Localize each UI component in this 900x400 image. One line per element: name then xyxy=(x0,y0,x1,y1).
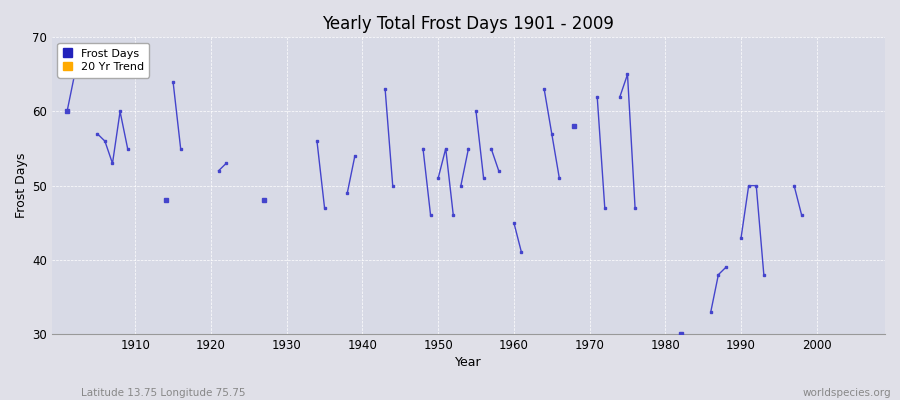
Legend: Frost Days, 20 Yr Trend: Frost Days, 20 Yr Trend xyxy=(58,43,149,78)
X-axis label: Year: Year xyxy=(455,356,482,369)
Title: Yearly Total Frost Days 1901 - 2009: Yearly Total Frost Days 1901 - 2009 xyxy=(322,15,615,33)
Text: worldspecies.org: worldspecies.org xyxy=(803,388,891,398)
Text: Latitude 13.75 Longitude 75.75: Latitude 13.75 Longitude 75.75 xyxy=(81,388,246,398)
Y-axis label: Frost Days: Frost Days xyxy=(15,153,28,218)
